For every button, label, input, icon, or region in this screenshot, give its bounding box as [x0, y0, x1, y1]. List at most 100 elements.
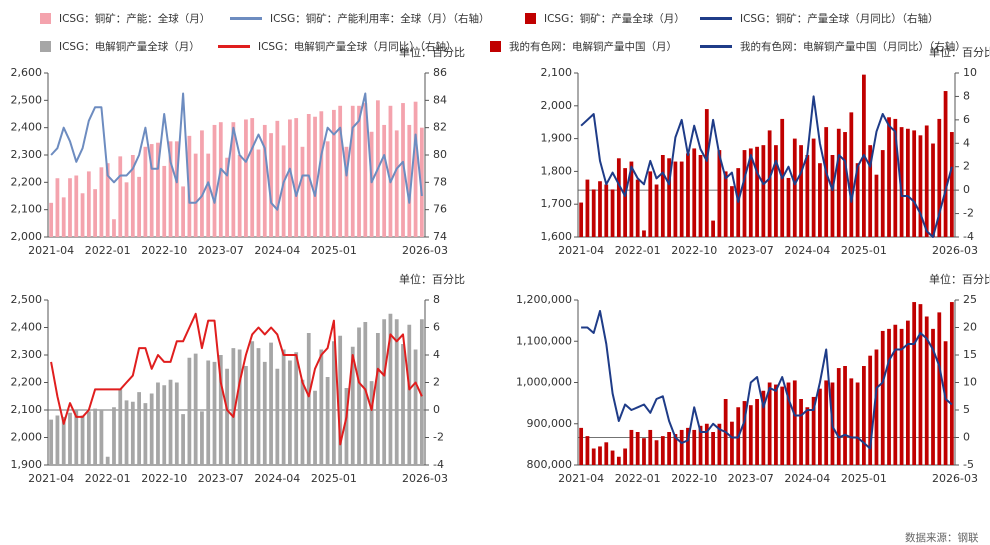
legend-label: 我的有色网：电解铜产量中国（月） [509, 41, 677, 53]
bar [830, 155, 835, 237]
bar [294, 352, 299, 465]
bar [755, 146, 759, 237]
bar [635, 432, 640, 465]
legend-swatch [218, 45, 250, 48]
bar [325, 377, 330, 465]
bar [874, 349, 879, 465]
bar [369, 381, 374, 465]
y2-tick-label: 10 [963, 376, 977, 389]
bar [419, 127, 424, 237]
bar [880, 150, 885, 237]
bar [288, 119, 292, 237]
y2-tick-label: 0 [433, 403, 440, 416]
y-tick-label: 1,800 [541, 164, 573, 177]
bar [49, 419, 54, 465]
y2-tick-label: 74 [433, 230, 447, 243]
bar [149, 393, 154, 465]
bar [350, 105, 355, 237]
bar [811, 396, 816, 465]
bar [225, 368, 229, 465]
bar [382, 124, 387, 237]
bar [200, 130, 204, 237]
bar [824, 127, 829, 237]
y-tick-label: 2,600 [11, 66, 43, 79]
bar [905, 128, 910, 237]
bar [579, 427, 584, 465]
bar [74, 175, 79, 237]
legend-swatch [40, 13, 51, 24]
bar [118, 156, 123, 237]
bar [401, 344, 405, 465]
x-tick-label: 2024-04 [254, 472, 300, 485]
bar [912, 302, 917, 465]
bar [893, 118, 898, 237]
bar [369, 131, 374, 237]
legend-swatch [230, 17, 262, 20]
y2-tick-label: 2 [963, 160, 970, 173]
bar [654, 184, 659, 237]
bar [855, 163, 860, 237]
bar [862, 366, 866, 465]
bar [68, 178, 72, 237]
bar [193, 353, 198, 465]
bar [394, 319, 399, 465]
bar [623, 448, 628, 465]
bar [300, 146, 305, 237]
bar [629, 161, 634, 237]
bar [761, 390, 766, 465]
bar [325, 141, 330, 237]
bar [723, 171, 728, 237]
y-tick-label: 2,000 [11, 230, 43, 243]
legend-item: ICSG：铜矿：产能：全球（月） [40, 11, 210, 26]
bar [168, 379, 173, 465]
bar [660, 155, 665, 237]
y2-tick-label: 6 [963, 113, 970, 126]
legend-label: ICSG：电解铜产量全球（月） [59, 41, 200, 53]
y-tick-label: 2,300 [11, 348, 43, 361]
x-tick-label: 2025-01 [311, 472, 357, 485]
legend-swatch [40, 41, 51, 52]
bar [698, 425, 703, 465]
bar [332, 341, 336, 465]
bar [86, 411, 91, 465]
legend-item: ICSG：电解铜产量全球（月） [40, 39, 200, 54]
bar [394, 130, 399, 237]
y2-tick-label: -2 [433, 431, 444, 444]
bar [893, 324, 898, 465]
legend-item: ICSG：铜矿：产量全球（月） [525, 11, 685, 26]
y-tick-label: 1,900 [541, 132, 573, 145]
line [50, 312, 423, 446]
bar [288, 360, 292, 465]
bar [711, 220, 715, 237]
bar [598, 181, 602, 237]
bar [244, 119, 248, 237]
bar [805, 155, 810, 237]
bar [363, 103, 368, 237]
bar [610, 450, 615, 465]
bar [49, 202, 54, 237]
bar [905, 320, 910, 465]
bar [256, 348, 261, 465]
line [580, 95, 953, 238]
bar [811, 138, 816, 237]
bar [824, 380, 829, 465]
bar [792, 380, 797, 465]
bar [338, 105, 343, 237]
bar [99, 410, 104, 465]
bar [924, 125, 929, 237]
y2-tick-label: -5 [963, 458, 974, 471]
bar [648, 429, 653, 465]
legend-label: ICSG：铜矿：产能：全球（月） [59, 13, 211, 25]
y-tick-label: 2,100 [11, 203, 43, 216]
bar [137, 176, 141, 237]
bar [591, 448, 596, 465]
y-tick-label: 2,400 [11, 321, 43, 334]
line [50, 92, 423, 211]
bar [918, 135, 923, 237]
bar [105, 456, 110, 465]
bar [80, 193, 85, 237]
bar [805, 407, 810, 465]
y-tick-label: 2,500 [11, 93, 43, 106]
bar [673, 434, 678, 465]
bar [162, 165, 167, 237]
